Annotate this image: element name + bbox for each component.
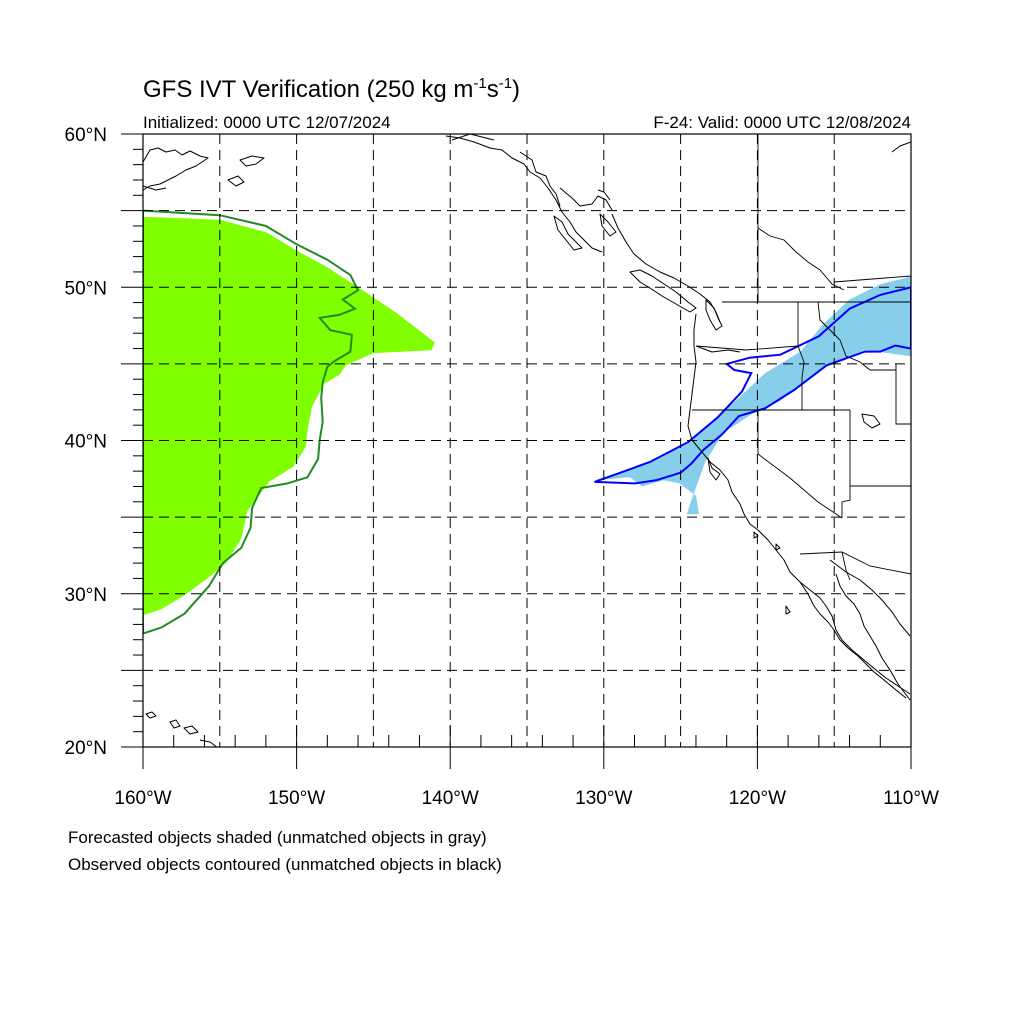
observed-object-west [143, 209, 360, 635]
footnote-forecast: Forecasted objects shaded (unmatched obj… [68, 828, 487, 847]
coastlines [143, 134, 911, 747]
figure-title: GFS IVT Verification (250 kg m-1s-1) [143, 75, 520, 103]
footnote-observed: Observed objects contoured (unmatched ob… [68, 855, 502, 874]
latitude-tick-label: 40°N [65, 432, 107, 453]
object-layer [143, 209, 911, 635]
latitude-tick-label: 20°N [65, 738, 107, 759]
longitude-tick-label: 110°W [883, 788, 939, 809]
political-borders [692, 134, 911, 581]
lat-lon-grid [143, 134, 911, 747]
longitude-tick-label: 140°W [422, 788, 479, 809]
forecast-object-west [143, 216, 435, 616]
forecast-object-east [594, 276, 911, 515]
longitude-tick-label: 160°W [114, 788, 171, 809]
latitude-tick-label: 50°N [65, 278, 107, 299]
observed-object-east [594, 286, 911, 485]
longitude-tick-label: 120°W [729, 788, 786, 809]
latitude-tick-label: 30°N [65, 585, 107, 606]
valid-time-label: F-24: Valid: 0000 UTC 12/08/2024 [653, 113, 911, 132]
initialized-label: Initialized: 0000 UTC 12/07/2024 [143, 113, 391, 132]
axis-labels: 160°W 150°W 140°W 130°W 120°W 110°W 60°N 50°N 40… [65, 125, 939, 809]
axis-ticks [121, 133, 912, 769]
longitude-tick-label: 130°W [575, 788, 632, 809]
latitude-tick-label: 60°N [65, 125, 107, 146]
map-panel [143, 134, 911, 747]
longitude-tick-label: 150°W [268, 788, 325, 809]
